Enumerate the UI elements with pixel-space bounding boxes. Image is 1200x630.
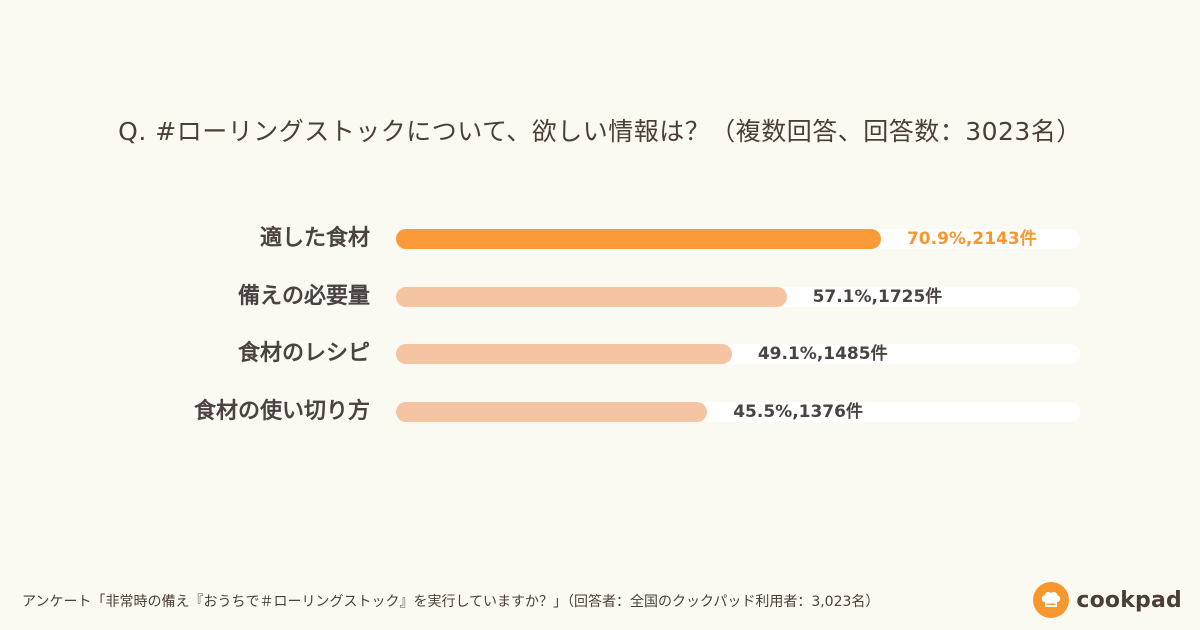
chef-hat-icon	[1033, 582, 1070, 618]
bar	[396, 402, 708, 422]
brand-name: cookpad	[1076, 587, 1182, 613]
survey-note: アンケート「非常時の備え『おうちで＃ローリングストック』を実行していますか？」（…	[22, 594, 880, 610]
data-label: 70.9%,2143件	[906, 229, 1037, 249]
category-label: 適した食材	[259, 226, 370, 251]
chart-title: Q. #ローリングストックについて、欲しい情報は？（複数回答、回答数：3023名…	[118, 117, 1082, 146]
category-label: 備えの必要量	[237, 284, 370, 309]
category-label: 食材の使い切り方	[193, 399, 370, 424]
data-label: 45.5%,1376件	[733, 402, 863, 422]
bar	[396, 229, 881, 249]
data-label: 49.1%,1485件	[757, 344, 888, 364]
category-label: 食材のレシピ	[237, 341, 370, 366]
bar	[396, 287, 787, 307]
bar	[396, 344, 732, 364]
brand-logo: cookpad	[1033, 582, 1182, 618]
data-label: 57.1%,1725件	[812, 287, 943, 307]
